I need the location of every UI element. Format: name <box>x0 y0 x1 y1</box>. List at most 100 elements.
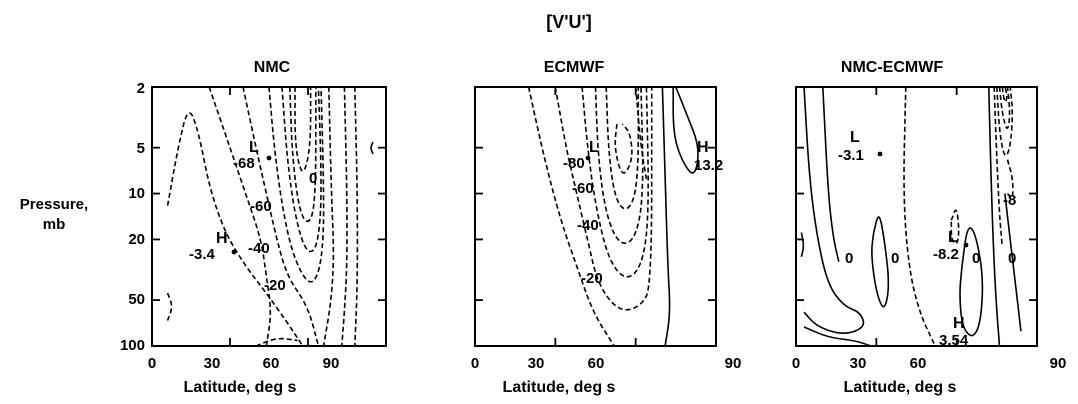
y-tick-label: 10 <box>128 185 145 202</box>
contour-line-dashed <box>996 87 1014 157</box>
contour-line-dashed <box>993 87 1003 246</box>
contour-line-solid <box>803 87 865 334</box>
contour-line-dashed <box>1006 159 1014 199</box>
contour-label: -80 <box>563 155 585 172</box>
panel-nmc-title: NMC <box>254 59 291 76</box>
contour-line-dashed <box>294 87 312 172</box>
extremum-marker: L <box>589 139 599 156</box>
contour-line-solid <box>800 232 805 257</box>
x-tick-label: 90 <box>1050 355 1067 372</box>
contour-line-solid <box>803 326 872 346</box>
contour-line-solid <box>661 87 671 346</box>
contour-line-dashed <box>166 292 173 321</box>
x-tick-label: 30 <box>528 355 545 372</box>
contour-label: -20 <box>264 277 286 294</box>
contour-line-solid <box>1004 193 1022 332</box>
contour-line-solid <box>822 87 840 262</box>
extremum-point <box>585 155 591 161</box>
x-axis-label: Latitude, deg s <box>503 379 616 396</box>
panel-ecmwf-title: ECMWF <box>544 59 605 76</box>
contour-line-dashed <box>255 337 298 346</box>
contour-line-dashed <box>634 87 648 179</box>
extremum-marker: H <box>216 230 228 247</box>
extremum-marker: L <box>948 229 958 246</box>
contour-line-dashed <box>998 87 1011 129</box>
contour-line-dashed <box>166 112 304 346</box>
x-tick-label: 60 <box>910 355 927 372</box>
contour-label: -40 <box>248 240 270 257</box>
extremum-point <box>266 155 272 161</box>
x-tick-label: 90 <box>323 355 340 372</box>
extremum-value: -8.2 <box>933 246 959 263</box>
panel-diff-title: NMC-ECMWF <box>841 59 943 76</box>
extremum-value: 3.54 <box>939 332 969 349</box>
panel-diff-xticks: 0 30 60 90 <box>792 355 1067 372</box>
panel-diff-annotations: L -3.1 0 0 L -8.2 0 0 H 3.54 -8 <box>838 129 1016 349</box>
contour-line-dashed <box>594 87 644 244</box>
contour-line-dashed <box>354 87 359 346</box>
x-axis-label: Latitude, deg s <box>184 379 297 396</box>
figure-title: [V'U'] <box>546 12 592 32</box>
panel-nmc-yticks: 2 5 10 20 50 100 <box>120 80 145 354</box>
contour-line-dashed <box>242 87 320 346</box>
x-tick-label: 0 <box>148 355 156 372</box>
contour-line-dashed <box>1001 87 1008 103</box>
panel-ecmwf-annotations: L -80 -60 -40 -20 H 13.2 <box>563 139 723 287</box>
contour-line-solid <box>988 87 1001 346</box>
contour-label: -40 <box>577 217 599 234</box>
x-tick-label: 30 <box>204 355 221 372</box>
extremum-marker: L <box>249 139 259 156</box>
contour-label: 0 <box>972 250 980 267</box>
contour-line-solid <box>370 141 374 155</box>
panel-diff-plot <box>795 86 1038 347</box>
extremum-point <box>963 242 969 248</box>
contour-line-solid <box>871 216 890 308</box>
x-tick-label: 60 <box>263 355 280 372</box>
extremum-marker: H <box>953 315 965 332</box>
y-axis-unit: mb <box>43 216 66 233</box>
panel-ecmwf: ECMWF 0 30 60 90 Latitude, deg s L -80 -… <box>471 59 742 396</box>
contour-line-dashed <box>341 87 348 346</box>
x-axis-label: Latitude, deg s <box>844 379 957 396</box>
extremum-marker: H <box>697 139 709 156</box>
contour-label: 0 <box>309 170 317 187</box>
y-tick-label: 50 <box>128 291 145 308</box>
contour-label: -20 <box>581 270 603 287</box>
extremum-value: -3.4 <box>189 246 216 263</box>
panel-nmc: NMC Pressure, mb 2 5 10 20 50 100 0 30 6… <box>20 59 387 396</box>
contour-line-dashed <box>268 87 325 283</box>
contour-group <box>166 87 374 346</box>
x-tick-label: 90 <box>725 355 742 372</box>
extremum-point <box>877 151 883 157</box>
contour-line-dashed <box>281 87 322 253</box>
x-tick-label: 60 <box>588 355 605 372</box>
contour-label: 0 <box>891 250 899 267</box>
plot-frame <box>474 86 717 347</box>
extremum-point <box>231 249 237 255</box>
panel-nmc-xticks: 0 30 60 90 <box>148 355 340 372</box>
extremum-marker: L <box>850 129 860 146</box>
contour-line-dashed <box>950 209 960 245</box>
y-tick-label: 100 <box>120 337 145 354</box>
contour-line-dashed <box>614 123 633 174</box>
contour-line-dashed <box>554 87 653 311</box>
panel-nmc-annotations: L -68 -60 -40 -20 0 H -3.4 <box>189 139 317 294</box>
y-tick-label: 5 <box>137 140 145 157</box>
contour-group <box>800 87 1022 346</box>
panel-ecmwf-xticks: 0 30 60 90 <box>471 355 742 372</box>
y-tick-label: 2 <box>137 80 145 97</box>
x-tick-label: 0 <box>471 355 479 372</box>
contour-label: -68 <box>233 155 255 172</box>
plot-frame <box>151 86 387 347</box>
panel-diff: NMC-ECMWF 0 30 60 90 Latitude, deg s L -… <box>792 59 1067 396</box>
panel-ecmwf-plot <box>474 86 717 347</box>
x-tick-label: 30 <box>850 355 867 372</box>
contour-line-solid <box>959 227 984 337</box>
contour-group <box>527 87 699 346</box>
contour-line-dashed <box>322 87 335 346</box>
y-axis-label: Pressure, <box>20 196 88 213</box>
contour-line-dashed <box>581 87 649 278</box>
contour-line-solid <box>672 87 699 174</box>
contour-line-dashed <box>527 87 615 346</box>
